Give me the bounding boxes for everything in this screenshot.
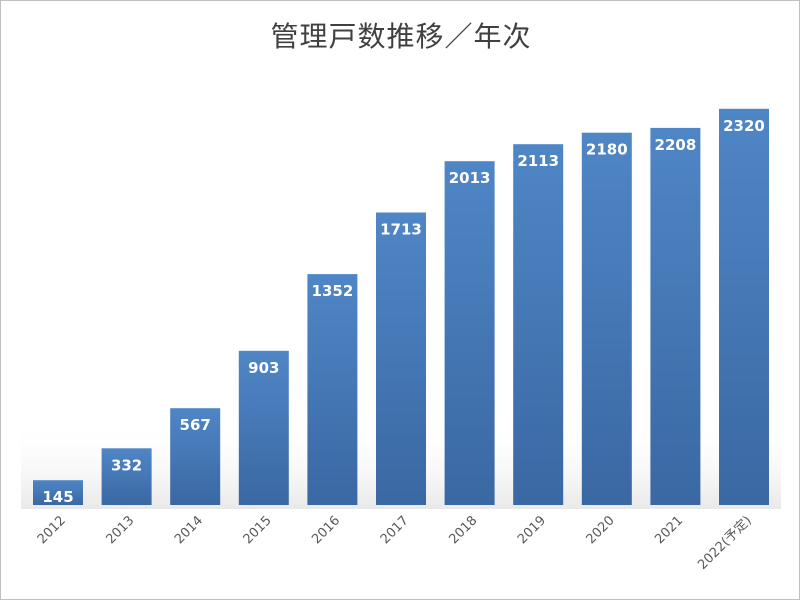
data-label-2021: 2208 [655, 136, 697, 154]
bar-2017 [376, 212, 426, 505]
x-tick-label-2015: 2015 [241, 513, 275, 547]
data-label-2016: 1352 [312, 282, 354, 300]
bar-2012 [33, 480, 83, 505]
bar-2022(予定) [719, 108, 769, 506]
data-label-2020: 2180 [586, 141, 628, 159]
bar-2015 [238, 350, 289, 505]
data-label-2022(予定): 2320 [723, 117, 765, 135]
bar-2019 [513, 144, 564, 505]
x-tick-label-2013: 2013 [103, 513, 137, 547]
x-tick-label-2018: 2018 [446, 513, 480, 547]
data-label-2013: 332 [111, 456, 142, 474]
data-label-2015: 903 [248, 359, 279, 377]
bar-2021 [650, 127, 701, 506]
data-label-2018: 2013 [449, 169, 491, 187]
x-tick-label-2019: 2019 [515, 513, 549, 547]
x-tick-label-2014: 2014 [172, 513, 206, 547]
data-label-2014: 567 [180, 416, 211, 434]
x-tick-label-2021: 2021 [652, 513, 686, 547]
data-label-2017: 1713 [380, 221, 422, 239]
bar-2016 [307, 274, 358, 505]
x-tick-label-2016: 2016 [309, 513, 343, 547]
x-tick-label-2020: 2020 [584, 513, 618, 547]
data-label-2019: 2113 [517, 152, 559, 170]
bar-2018 [444, 161, 495, 505]
chart-title: 管理戸数推移／年次 [270, 20, 532, 53]
bar-2014 [170, 408, 221, 505]
bar-2013 [101, 448, 152, 505]
x-tick-label-2012: 2012 [35, 513, 69, 547]
x-tick-label-2022(予定): 2022(予定) [695, 513, 755, 573]
bar-2020 [581, 132, 632, 505]
x-tick-label-2017: 2017 [378, 513, 412, 547]
data-label-2012: 145 [42, 488, 73, 506]
